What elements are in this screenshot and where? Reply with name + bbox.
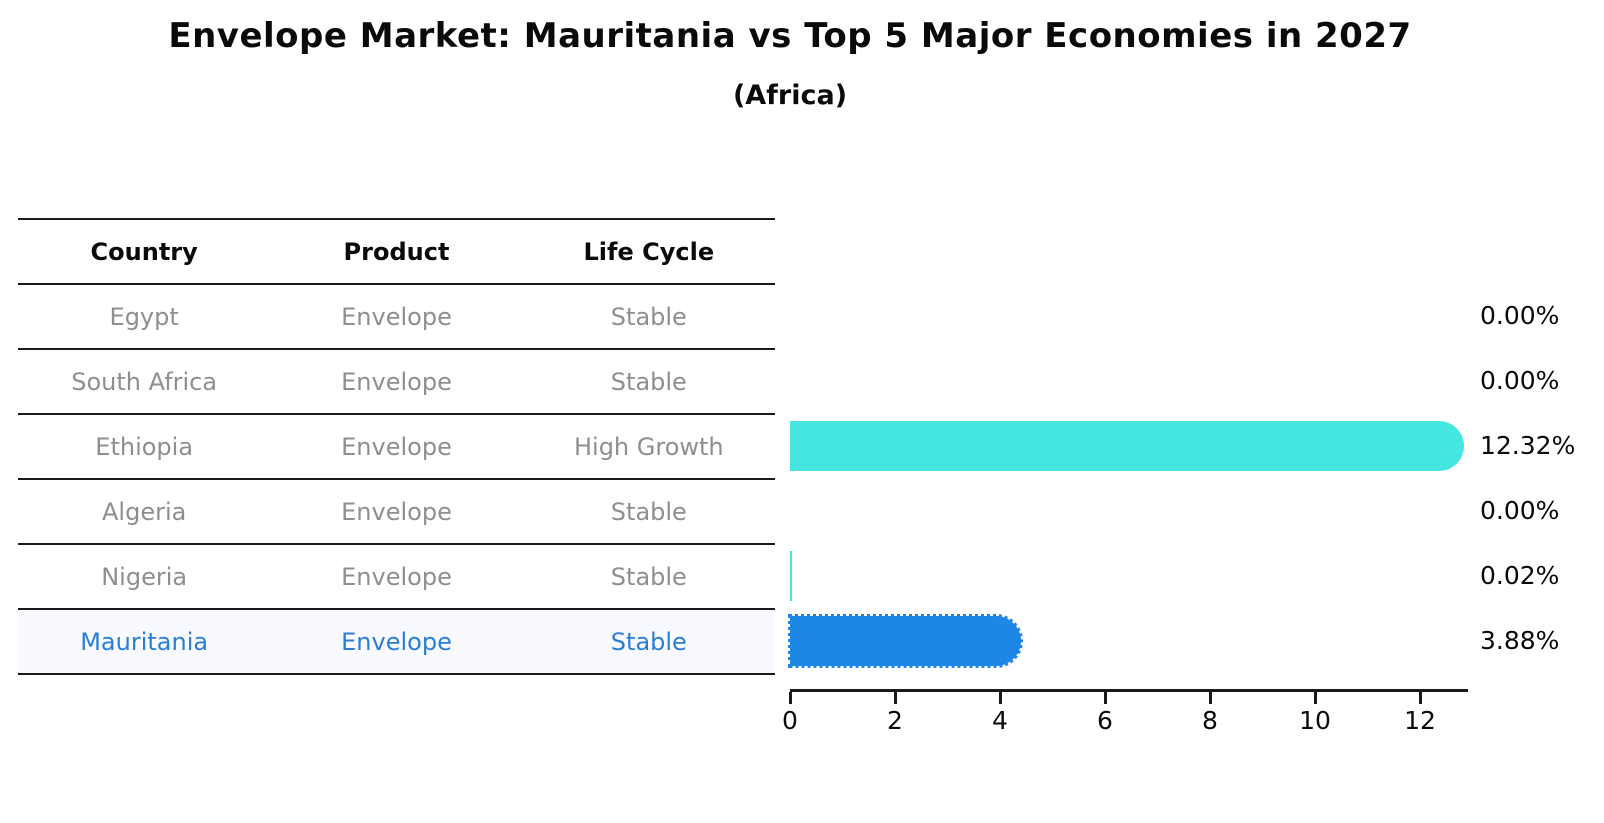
x-tick-mark bbox=[999, 692, 1002, 704]
life-cycle-cell: Stable bbox=[610, 367, 687, 396]
product-cell: Envelope bbox=[341, 497, 452, 526]
table-row: Algeria Envelope Stable bbox=[18, 480, 775, 545]
country-cell: Mauritania bbox=[80, 627, 209, 656]
x-tick-label: 6 bbox=[1097, 706, 1113, 735]
chart-subtitle: (Africa) bbox=[732, 80, 848, 111]
life-cycle-cell: Stable bbox=[610, 562, 687, 591]
x-tick-label: 10 bbox=[1299, 706, 1331, 735]
table-row: Ethiopia Envelope High Growth bbox=[18, 415, 775, 480]
bar-value-label: 0.00% bbox=[1480, 365, 1560, 395]
bar-value-label: 0.00% bbox=[1480, 300, 1560, 330]
x-tick-mark bbox=[1104, 692, 1107, 704]
bar-nigeria bbox=[790, 550, 792, 601]
product-cell: Envelope bbox=[341, 432, 452, 461]
bar-value-label: 0.02% bbox=[1480, 560, 1560, 590]
x-tick-label: 4 bbox=[992, 706, 1008, 735]
x-tick-label: 0 bbox=[782, 706, 798, 735]
chart-title: Envelope Market: Mauritania vs Top 5 Maj… bbox=[168, 16, 1412, 56]
table-header-row: Country Product Life Cycle bbox=[18, 220, 775, 285]
x-tick-mark bbox=[1314, 692, 1317, 704]
x-tick-mark bbox=[1209, 692, 1212, 704]
country-cell: Algeria bbox=[102, 497, 187, 526]
country-cell: Egypt bbox=[109, 302, 179, 331]
product-cell: Envelope bbox=[341, 562, 452, 591]
x-tick-mark bbox=[1419, 692, 1422, 704]
country-cell: South Africa bbox=[71, 367, 218, 396]
bar-ethiopia bbox=[790, 420, 1464, 471]
bar-mauritania bbox=[788, 613, 1023, 668]
bar-value-label: 3.88% bbox=[1480, 625, 1560, 655]
table-row: Mauritania Envelope Stable bbox=[18, 610, 775, 675]
product-cell: Envelope bbox=[341, 302, 452, 331]
bar-value-label: 12.32% bbox=[1480, 430, 1576, 460]
country-cell: Ethiopia bbox=[95, 432, 194, 461]
product-cell: Envelope bbox=[341, 627, 452, 656]
country-cell: Nigeria bbox=[101, 562, 188, 591]
column-header: Product bbox=[343, 237, 450, 266]
bar-value-label: 0.00% bbox=[1480, 495, 1560, 525]
x-tick-label: 12 bbox=[1404, 706, 1436, 735]
comparison-table: Country Product Life Cycle Egypt Envelope Sta… bbox=[18, 218, 775, 675]
table-row: South Africa Envelope Stable bbox=[18, 350, 775, 415]
x-axis-line bbox=[790, 689, 1468, 692]
life-cycle-cell: High Growth bbox=[573, 432, 724, 461]
table-row: Egypt Envelope Stable bbox=[18, 285, 775, 350]
table-row: Nigeria Envelope Stable bbox=[18, 545, 775, 610]
x-tick-mark bbox=[789, 692, 792, 704]
life-cycle-cell: Stable bbox=[610, 627, 687, 656]
life-cycle-cell: Stable bbox=[610, 302, 687, 331]
x-tick-mark bbox=[894, 692, 897, 704]
life-cycle-cell: Stable bbox=[610, 497, 687, 526]
product-cell: Envelope bbox=[341, 367, 452, 396]
x-tick-label: 8 bbox=[1202, 706, 1218, 735]
x-tick-label: 2 bbox=[887, 706, 903, 735]
column-header: Country bbox=[90, 237, 198, 266]
column-header: Life Cycle bbox=[583, 237, 715, 266]
